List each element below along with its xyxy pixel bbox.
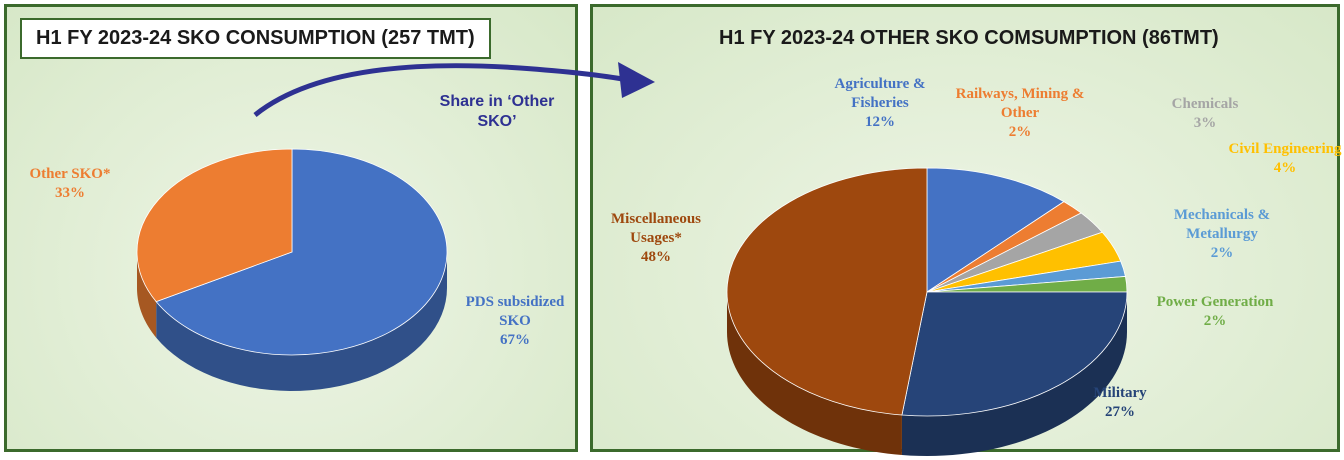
pie-side	[727, 292, 902, 456]
slice-value: 27%	[1105, 404, 1135, 420]
slice-value: 2%	[1210, 245, 1234, 261]
slice-label: Military 27%	[1070, 384, 1170, 422]
slice-label: Railways, Mining & Other 2%	[945, 85, 1095, 142]
slice-label: Civil Engineering 4%	[1215, 140, 1344, 178]
pie-slice	[155, 148, 448, 356]
slice-category: Chemicals	[1171, 96, 1239, 112]
arrow-head	[618, 62, 655, 98]
slice-category: Mechanicals & Metallurgy	[1173, 207, 1271, 242]
pie-slice	[926, 167, 1065, 293]
slice-value: 4%	[1273, 160, 1297, 176]
slice-category: Power Generation	[1156, 294, 1274, 310]
slice-category: Military	[1093, 385, 1147, 401]
slice-category: Civil Engineering	[1228, 141, 1342, 157]
slice-category: Agriculture & Fisheries	[834, 76, 926, 111]
slice-value: 3%	[1193, 115, 1217, 131]
chart-title: H1 FY 2023-24 SKO CONSUMPTION (257 TMT)	[20, 18, 491, 59]
slice-label: Miscellaneous Usages* 48%	[596, 210, 716, 267]
slice-label: PDS subsidized SKO 67%	[460, 293, 570, 350]
slice-category: Other SKO*	[29, 166, 111, 182]
slice-value: 67%	[500, 332, 530, 348]
slice-label: Agriculture & Fisheries 12%	[820, 75, 940, 132]
slice-value: 48%	[641, 249, 671, 265]
slice-value: 12%	[865, 114, 895, 130]
slice-category: PDS subsidized SKO	[465, 294, 565, 329]
slice-label: Other SKO* 33%	[15, 165, 125, 203]
chart-title: H1 FY 2023-24 OTHER SKO COMSUMPTION (86T…	[719, 27, 1219, 49]
pie-side	[901, 292, 1127, 456]
slice-category: Railways, Mining & Other	[955, 86, 1085, 121]
pie-slice	[136, 148, 293, 303]
slice-value: 2%	[1203, 313, 1227, 329]
pie-side	[156, 252, 447, 391]
slice-label: Chemicals 3%	[1155, 95, 1255, 133]
pie-slice	[901, 291, 1128, 417]
pie-slice	[726, 167, 928, 416]
annotation: Share in ‘Other SKO’	[439, 93, 555, 130]
pie-side	[137, 252, 157, 338]
arrow	[253, 63, 629, 117]
slice-value: 2%	[1008, 124, 1032, 140]
slice-label: Power Generation 2%	[1135, 293, 1295, 331]
slice-value: 33%	[55, 185, 85, 201]
slice-label: Mechanicals & Metallurgy 2%	[1152, 206, 1292, 263]
slice-category: Miscellaneous Usages*	[611, 211, 701, 246]
